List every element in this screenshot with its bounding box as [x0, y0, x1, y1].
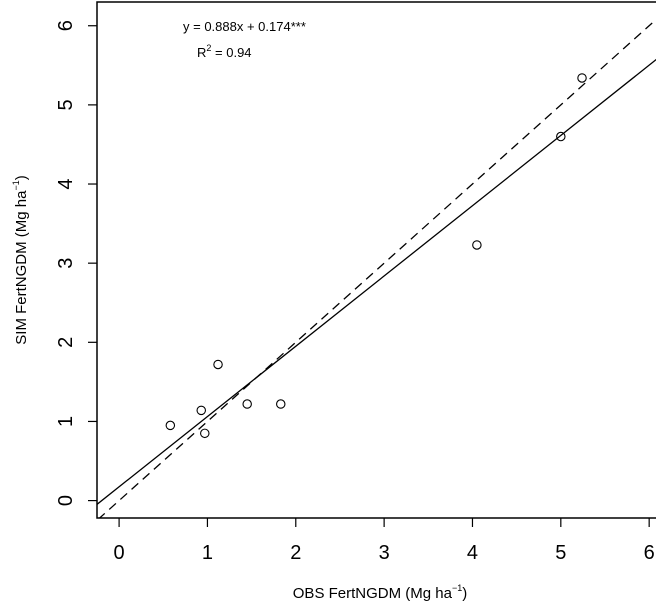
r-squared: R2 = 0.94: [197, 43, 252, 60]
identity-line: [98, 18, 656, 518]
data-point: [242, 399, 252, 409]
data-point: [276, 399, 286, 409]
points-layer: [165, 73, 587, 439]
x-tick-label: 2: [290, 542, 301, 564]
x-axis-title: OBS FertNGDM (Mg ha−1): [293, 583, 467, 602]
y-tick-label: 4: [55, 178, 77, 189]
data-point: [577, 73, 587, 83]
x-tick-label: 3: [379, 542, 390, 564]
data-point: [472, 240, 482, 250]
regression-equation: y = 0.888x + 0.174***: [183, 19, 306, 34]
data-point: [165, 420, 176, 431]
x-tick-label: 5: [555, 542, 566, 564]
data-point: [213, 359, 223, 370]
lines-layer: [97, 18, 656, 518]
y-tick-label: 3: [55, 258, 77, 269]
y-tick-label: 0: [55, 495, 77, 506]
data-point: [556, 131, 566, 142]
plot-frame: [96, 1, 656, 519]
regression-line: [97, 58, 656, 506]
x-tick-label: 1: [202, 542, 213, 564]
x-tick-label: 0: [114, 542, 125, 564]
y-tick-label: 2: [55, 337, 77, 348]
x-tick-label: 4: [467, 542, 478, 564]
x-axis: 0 1 2 3 4 5 6: [114, 518, 655, 564]
y-axis-title: SIM FertNGDM (Mg ha−1): [11, 175, 30, 344]
y-axis: 0 1 2 3 4 5 6: [55, 20, 97, 506]
y-tick-label: 5: [55, 99, 77, 110]
y-tick-label: 1: [55, 416, 77, 427]
x-tick-label: 6: [644, 542, 655, 564]
data-point: [200, 428, 210, 439]
data-point: [196, 405, 206, 416]
y-tick-label: 6: [55, 20, 77, 31]
